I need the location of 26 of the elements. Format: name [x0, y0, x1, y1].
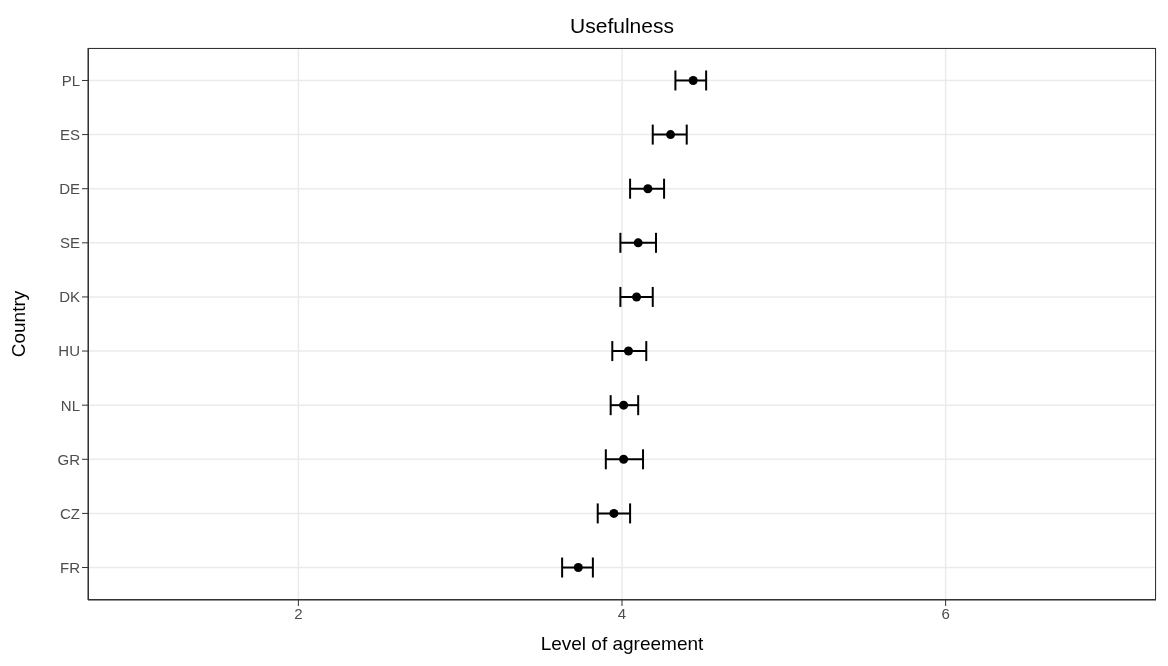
point	[573, 563, 583, 573]
y-tick-label: ES	[59, 125, 80, 143]
y-tick-label: FR	[60, 558, 81, 576]
point	[609, 508, 619, 518]
y-tick-label: CZ	[60, 504, 80, 522]
point	[619, 400, 629, 410]
point	[688, 75, 698, 85]
y-tick-label: DE	[59, 180, 80, 198]
y-tick-label: GR	[57, 450, 81, 468]
y-axis-title: Country	[7, 290, 29, 358]
x-axis-title: Level of agreement	[540, 633, 705, 654]
point	[623, 346, 633, 356]
y-tick-label: NL	[60, 396, 80, 414]
point	[666, 130, 676, 140]
x-tick-label: 2	[294, 604, 303, 622]
point	[643, 184, 653, 194]
point	[632, 292, 642, 302]
point	[633, 238, 643, 248]
y-tick-label: PL	[61, 71, 80, 89]
x-tick-label: 4	[617, 604, 627, 622]
chart-title: Usefulness	[569, 14, 675, 38]
point	[619, 454, 629, 464]
y-tick-label: DK	[59, 288, 80, 306]
y-tick-label: HU	[58, 342, 80, 360]
y-tick-label: SE	[59, 234, 80, 252]
x-tick-label: 6	[941, 604, 950, 622]
